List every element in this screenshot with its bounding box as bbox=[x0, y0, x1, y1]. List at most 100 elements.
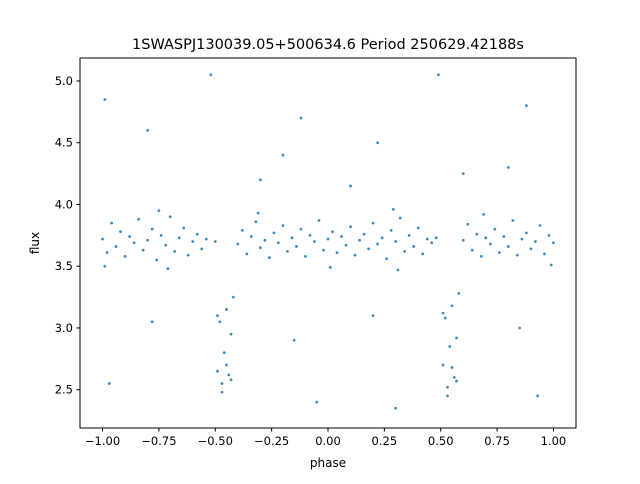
data-point bbox=[398, 216, 402, 220]
data-point bbox=[222, 351, 226, 355]
data-point bbox=[394, 240, 398, 243]
x-tick-label: 0.25 bbox=[372, 434, 398, 448]
data-point bbox=[186, 253, 190, 257]
data-point bbox=[515, 253, 519, 257]
data-point bbox=[218, 320, 222, 324]
data-point bbox=[380, 236, 384, 240]
x-tick-label: 0.00 bbox=[315, 434, 341, 448]
data-point bbox=[128, 235, 132, 238]
data-point bbox=[358, 238, 361, 242]
y-axis-label: flux bbox=[28, 232, 42, 254]
data-point bbox=[182, 226, 186, 230]
data-point bbox=[137, 217, 141, 221]
data-point bbox=[177, 236, 181, 240]
x-tick-label: −0.25 bbox=[254, 434, 289, 448]
data-point bbox=[434, 236, 438, 240]
data-point bbox=[493, 227, 497, 231]
data-point bbox=[450, 366, 454, 369]
data-point bbox=[446, 385, 449, 389]
data-point bbox=[367, 247, 370, 251]
data-point bbox=[308, 233, 312, 237]
data-point bbox=[455, 336, 458, 340]
y-tick-label: 5.0 bbox=[55, 74, 73, 88]
x-tick-label: −0.50 bbox=[198, 434, 233, 448]
data-point bbox=[220, 382, 224, 385]
y-tick-label: 4.5 bbox=[55, 136, 73, 150]
data-point bbox=[110, 221, 113, 225]
data-point bbox=[470, 248, 474, 252]
data-point bbox=[258, 178, 262, 182]
data-point bbox=[168, 215, 172, 219]
data-point bbox=[391, 208, 395, 211]
data-point bbox=[506, 245, 510, 248]
data-point bbox=[240, 229, 244, 232]
y-tick-label: 4.0 bbox=[55, 197, 73, 211]
data-point bbox=[441, 363, 445, 367]
data-point bbox=[446, 394, 449, 398]
data-point bbox=[103, 264, 107, 268]
data-point bbox=[326, 237, 330, 241]
data-point bbox=[132, 241, 136, 245]
data-point bbox=[525, 231, 528, 235]
data-point bbox=[286, 249, 289, 253]
data-point bbox=[258, 246, 262, 250]
data-point bbox=[200, 247, 204, 251]
data-point bbox=[455, 379, 458, 383]
y-tick-label: 3.5 bbox=[55, 259, 73, 273]
data-point bbox=[254, 220, 258, 224]
data-point bbox=[150, 320, 154, 324]
x-tick-label: 1.00 bbox=[541, 434, 567, 448]
data-point bbox=[518, 326, 522, 330]
data-point bbox=[430, 241, 434, 245]
data-point bbox=[103, 98, 107, 101]
data-point bbox=[506, 166, 510, 169]
data-point bbox=[317, 219, 321, 222]
x-tick-label: 0.50 bbox=[428, 434, 454, 448]
data-point bbox=[277, 241, 280, 245]
data-point bbox=[114, 245, 118, 248]
data-point bbox=[123, 254, 127, 258]
data-point bbox=[349, 184, 352, 188]
data-point bbox=[227, 373, 231, 377]
data-point bbox=[191, 240, 195, 243]
data-point bbox=[525, 104, 528, 108]
data-point bbox=[520, 237, 524, 241]
data-point bbox=[166, 267, 170, 271]
data-point bbox=[376, 141, 379, 145]
data-point bbox=[159, 233, 163, 237]
data-point bbox=[304, 254, 307, 258]
data-point bbox=[466, 222, 470, 226]
data-point bbox=[416, 226, 420, 230]
data-point bbox=[157, 209, 161, 213]
data-point bbox=[299, 227, 303, 231]
data-point bbox=[195, 232, 199, 236]
data-point bbox=[371, 314, 375, 318]
data-point bbox=[236, 242, 240, 246]
y-tick-label: 2.5 bbox=[55, 383, 73, 397]
data-point bbox=[547, 233, 551, 237]
data-point bbox=[229, 378, 233, 382]
data-point bbox=[376, 242, 379, 246]
data-point bbox=[150, 227, 154, 231]
data-point bbox=[362, 232, 366, 236]
data-point bbox=[225, 308, 228, 311]
data-point bbox=[441, 311, 445, 315]
data-point bbox=[225, 363, 228, 367]
data-point bbox=[488, 242, 492, 246]
data-point bbox=[231, 295, 235, 299]
data-point bbox=[482, 212, 485, 216]
data-point bbox=[245, 252, 249, 256]
data-point bbox=[396, 268, 400, 272]
data-point bbox=[281, 153, 285, 157]
data-point bbox=[412, 245, 416, 248]
data-point bbox=[105, 251, 109, 255]
data-point bbox=[543, 252, 546, 256]
data-point bbox=[249, 235, 253, 238]
x-tick-label: −0.75 bbox=[141, 434, 176, 448]
data-point bbox=[335, 251, 339, 255]
data-point bbox=[331, 230, 334, 234]
data-point bbox=[209, 73, 213, 77]
data-point bbox=[407, 233, 411, 237]
x-axis: −1.00 −0.75 −0.50 −0.25 0.00 0.25 0.50 0.75 1.00 bbox=[85, 428, 566, 448]
